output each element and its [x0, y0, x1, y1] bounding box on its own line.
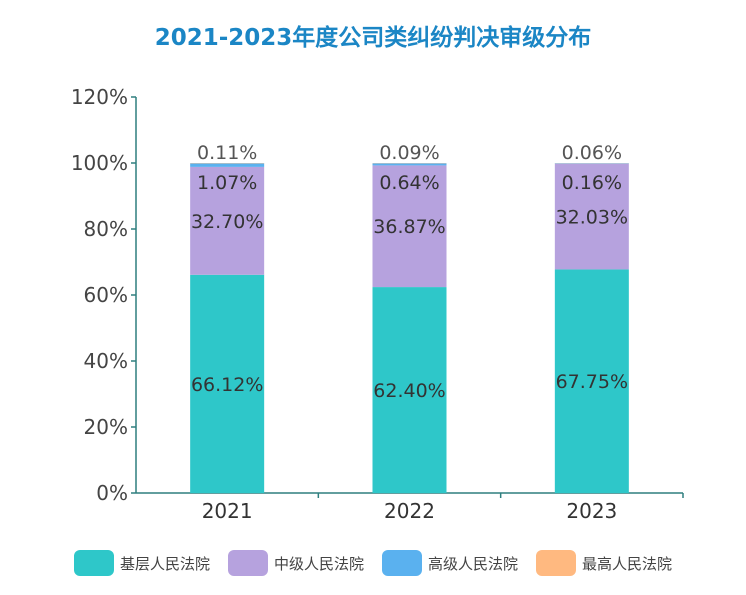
legend-swatch-supreme-court — [536, 550, 577, 576]
data-label: 66.12% — [191, 374, 263, 396]
data-label: 62.40% — [373, 380, 445, 402]
data-label: 0.64% — [379, 172, 439, 194]
y-tick-label: 20% — [84, 415, 128, 439]
legend: 基层人民法院 中级人民法院 高级人民法院 最高人民法院 — [0, 548, 746, 578]
bar-segment — [190, 274, 265, 493]
legend-item-basic-court[interactable]: 基层人民法院 — [73, 550, 210, 576]
chart-title: 2021-2023年度公司类纠纷判决审级分布 — [154, 25, 592, 51]
y-tick-label: 120% — [71, 85, 128, 109]
y-tick-label: 100% — [71, 151, 128, 175]
data-label: 1.07% — [197, 172, 257, 194]
legend-swatch-high-court — [382, 550, 422, 576]
bar-segment — [190, 163, 265, 167]
legend-item-intermediate-court[interactable]: 中级人民法院 — [227, 550, 364, 576]
x-tick-label: 2022 — [384, 499, 435, 523]
legend-swatch-basic-court — [73, 550, 114, 576]
legend-item-high-court[interactable]: 高级人民法院 — [382, 550, 518, 576]
legend-swatch-intermediate-court — [227, 550, 268, 576]
data-label: 0.16% — [562, 172, 622, 194]
data-label: 0.06% — [562, 142, 622, 164]
bar-segment — [554, 269, 629, 493]
bar-segment — [190, 166, 265, 275]
bar-segment — [372, 165, 447, 288]
y-tick-label: 60% — [84, 283, 128, 307]
bar-segment — [372, 287, 447, 493]
x-tick-label: 2023 — [566, 499, 617, 523]
data-label: 32.70% — [191, 211, 263, 233]
legend-label: 最高人民法院 — [582, 554, 673, 573]
data-label: 67.75% — [556, 371, 628, 393]
x-tick-label: 2021 — [202, 499, 253, 523]
y-tick-label: 80% — [84, 217, 128, 241]
data-label: 32.03% — [556, 207, 628, 229]
y-tick-label: 40% — [84, 349, 128, 373]
bar-segment — [372, 163, 447, 166]
data-label: 0.09% — [379, 142, 439, 164]
legend-label: 中级人民法院 — [273, 554, 364, 573]
data-label: 0.11% — [197, 142, 257, 164]
legend-label: 基层人民法院 — [119, 554, 210, 573]
y-tick-label: 0% — [96, 481, 128, 505]
legend-label: 高级人民法院 — [428, 554, 519, 573]
bar-segment — [554, 163, 629, 270]
legend-item-supreme-court[interactable]: 最高人民法院 — [536, 550, 672, 576]
bar-segment — [554, 163, 629, 164]
data-label: 36.87% — [373, 216, 445, 238]
